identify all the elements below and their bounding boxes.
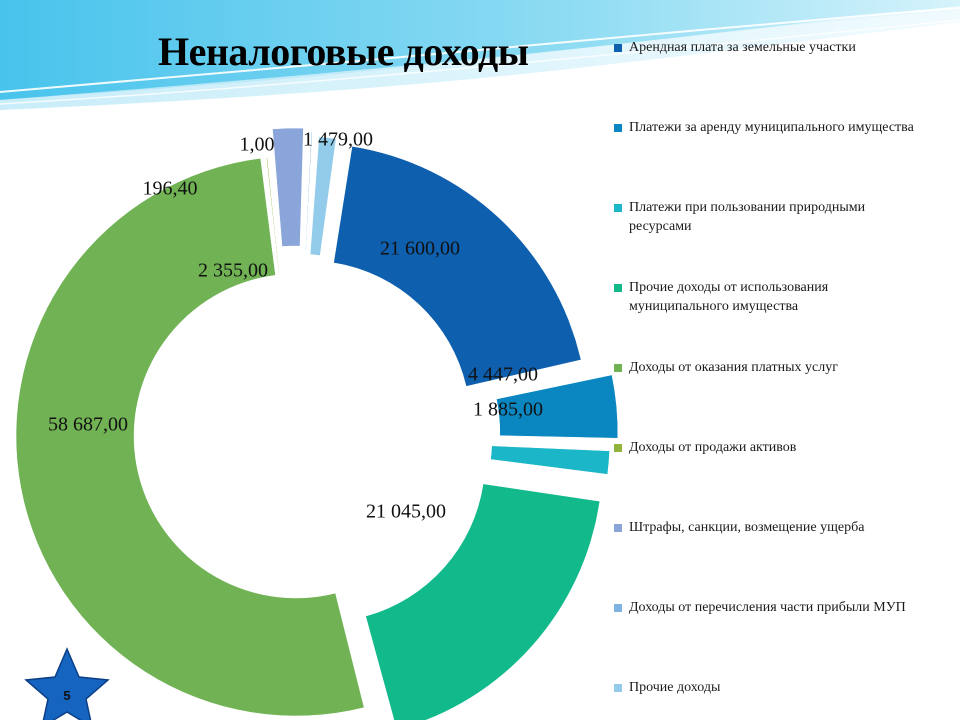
legend-swatch xyxy=(614,364,622,372)
donut-slice-4 xyxy=(365,483,601,720)
legend-swatch xyxy=(614,604,622,612)
donut-slice-7 xyxy=(272,127,304,247)
data-label-1: 21 600,00 xyxy=(380,238,460,260)
legend-label: Арендная плата за земельные участки xyxy=(629,40,856,55)
donut-slice-5 xyxy=(15,157,365,717)
legend-item-7: Штрафы, санкции, возмещение ущерба xyxy=(614,518,954,537)
page-number-star: 5 xyxy=(24,647,110,720)
legend-swatch xyxy=(614,524,622,532)
data-label-8: 1,00 xyxy=(240,134,275,156)
donut-slice-1 xyxy=(333,145,582,387)
legend-item-5: Доходы от оказания платных услуг xyxy=(614,358,954,377)
data-label-3: 1 885,00 xyxy=(473,399,543,421)
donut-slice-3 xyxy=(490,445,610,475)
legend-label: Прочие доходы от использования муниципал… xyxy=(629,280,829,314)
page-number: 5 xyxy=(63,688,70,703)
data-label-4: 21 045,00 xyxy=(366,501,446,523)
legend-swatch xyxy=(614,124,622,132)
legend-label: Платежи за аренду муниципального имущест… xyxy=(629,120,914,135)
legend-label: Платежи при пользовании природными ресур… xyxy=(629,200,866,234)
chart-legend: Арендная плата за земельные участки Плате… xyxy=(614,0,954,720)
legend-swatch xyxy=(614,684,622,692)
doughnut-chart xyxy=(15,127,619,720)
legend-item-8: Доходы от перечисления части прибыли МУП xyxy=(614,598,954,617)
data-label-6: 196,40 xyxy=(143,178,198,200)
legend-swatch xyxy=(614,44,622,52)
legend-label: Прочие доходы xyxy=(629,680,721,695)
donut-slice-2 xyxy=(496,374,619,439)
donut-slice-9 xyxy=(309,136,337,256)
legend-item-3: Платежи при пользовании природными ресур… xyxy=(614,198,954,236)
legend-item-9: Прочие доходы xyxy=(614,678,954,697)
legend-swatch xyxy=(614,284,622,292)
data-label-5: 58 687,00 xyxy=(48,414,128,436)
slide-title: Неналоговые доходы xyxy=(158,29,529,74)
legend-swatch xyxy=(614,444,622,452)
legend-item-2: Платежи за аренду муниципального имущест… xyxy=(614,118,954,137)
header-wave-decoration xyxy=(0,0,960,110)
legend-label: Доходы от продажи активов xyxy=(629,440,797,455)
legend-item-6: Доходы от продажи активов xyxy=(614,438,954,457)
legend-label: Доходы от оказания платных услуг xyxy=(629,360,838,375)
donut-slice-8 xyxy=(305,132,313,251)
donut-slice-6 xyxy=(266,157,280,276)
data-labels: 21 600,00 4 447,00 1 885,00 21 045,00 58 687… xyxy=(48,129,543,523)
legend-label: Штрафы, санкции, возмещение ущерба xyxy=(629,520,865,535)
data-label-9: 1 479,00 xyxy=(303,129,373,151)
legend-item-4: Прочие доходы от использования муниципал… xyxy=(614,278,954,316)
legend-swatch xyxy=(614,204,622,212)
legend-label: Доходы от перечисления части прибыли МУП xyxy=(629,600,906,615)
legend-item-1: Арендная плата за земельные участки xyxy=(614,38,954,57)
data-label-2: 4 447,00 xyxy=(468,364,538,386)
data-label-7: 2 355,00 xyxy=(198,260,268,282)
